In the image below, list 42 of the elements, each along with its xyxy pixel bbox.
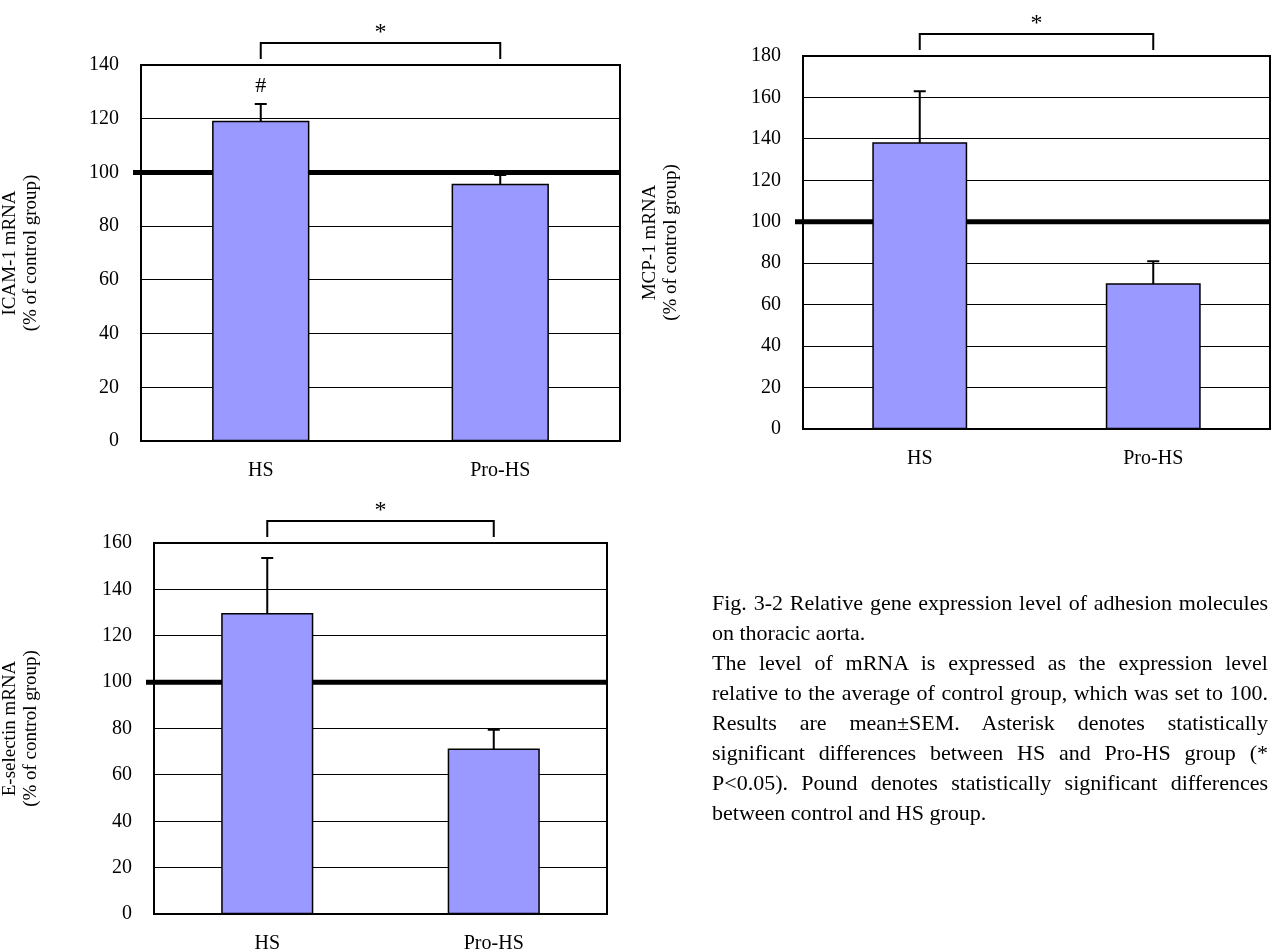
y-tick-label: 100 bbox=[89, 159, 119, 182]
y-tick-label: 160 bbox=[751, 84, 781, 107]
y-tick-label: 80 bbox=[112, 715, 132, 738]
text: * bbox=[374, 496, 387, 522]
y-tick-label: 0 bbox=[122, 901, 132, 924]
y-axis-title: MCP-1 mRNA (% of control group) bbox=[638, 164, 682, 321]
x-tick-label: Pro-HS bbox=[470, 458, 531, 481]
y-tick-label: 120 bbox=[751, 167, 781, 190]
y-tick-label: 0 bbox=[109, 428, 119, 451]
y-tick-label: 160 bbox=[102, 530, 132, 553]
x-tick-label: HS bbox=[906, 446, 933, 469]
y-tick-label: 140 bbox=[102, 576, 132, 599]
y-tick-label: 40 bbox=[99, 320, 119, 343]
y-tick-label: 120 bbox=[89, 105, 119, 128]
text: * bbox=[1030, 9, 1043, 35]
y-tick-label: 60 bbox=[112, 762, 132, 785]
text: * bbox=[374, 18, 387, 44]
y-tick-label: 140 bbox=[89, 52, 119, 75]
y-tick-label: 0 bbox=[771, 416, 781, 439]
y-tick-label: 80 bbox=[99, 213, 119, 236]
y-tick-label: 120 bbox=[102, 623, 132, 645]
y-tick-label: 60 bbox=[761, 291, 781, 314]
x-tick-label: HS bbox=[247, 458, 274, 481]
y-tick-label: 180 bbox=[751, 43, 781, 66]
x-tick-label: HS bbox=[254, 931, 281, 952]
y-tick-label: 40 bbox=[112, 808, 132, 831]
y-tick-label: 100 bbox=[102, 669, 132, 692]
x-tick-label: Pro-HS bbox=[1123, 446, 1184, 469]
y-tick-label: 140 bbox=[751, 126, 781, 149]
annotation: # bbox=[255, 71, 267, 97]
y-tick-label: 100 bbox=[751, 209, 781, 232]
x-tick-label: Pro-HS bbox=[463, 931, 524, 952]
text: The level of mRNA is expressed as the expression level relative to the average of control group, which was set to 100. Results are mean±SEM. Asterisk denotes statistically significant differences between HS and Pro-HS group (* P<0.05). Pound denotes statistically significant differences between control and HS group. bbox=[712, 649, 1268, 827]
y-tick-label: 20 bbox=[112, 854, 132, 877]
y-axis-title: E-selectin mRNA (% of control group) bbox=[0, 650, 42, 807]
y-tick-label: 80 bbox=[761, 250, 781, 273]
y-tick-label: 40 bbox=[761, 333, 781, 356]
text: Fig. 3-2 Relative gene expression level of adhesion molecules on thoracic aorta. bbox=[712, 589, 1268, 647]
y-tick-label: 60 bbox=[99, 267, 119, 290]
y-tick-label: 20 bbox=[99, 374, 119, 397]
y-tick-label: 20 bbox=[761, 374, 781, 397]
y-axis-title: ICAM-1 mRNA (% of control group) bbox=[0, 174, 42, 332]
